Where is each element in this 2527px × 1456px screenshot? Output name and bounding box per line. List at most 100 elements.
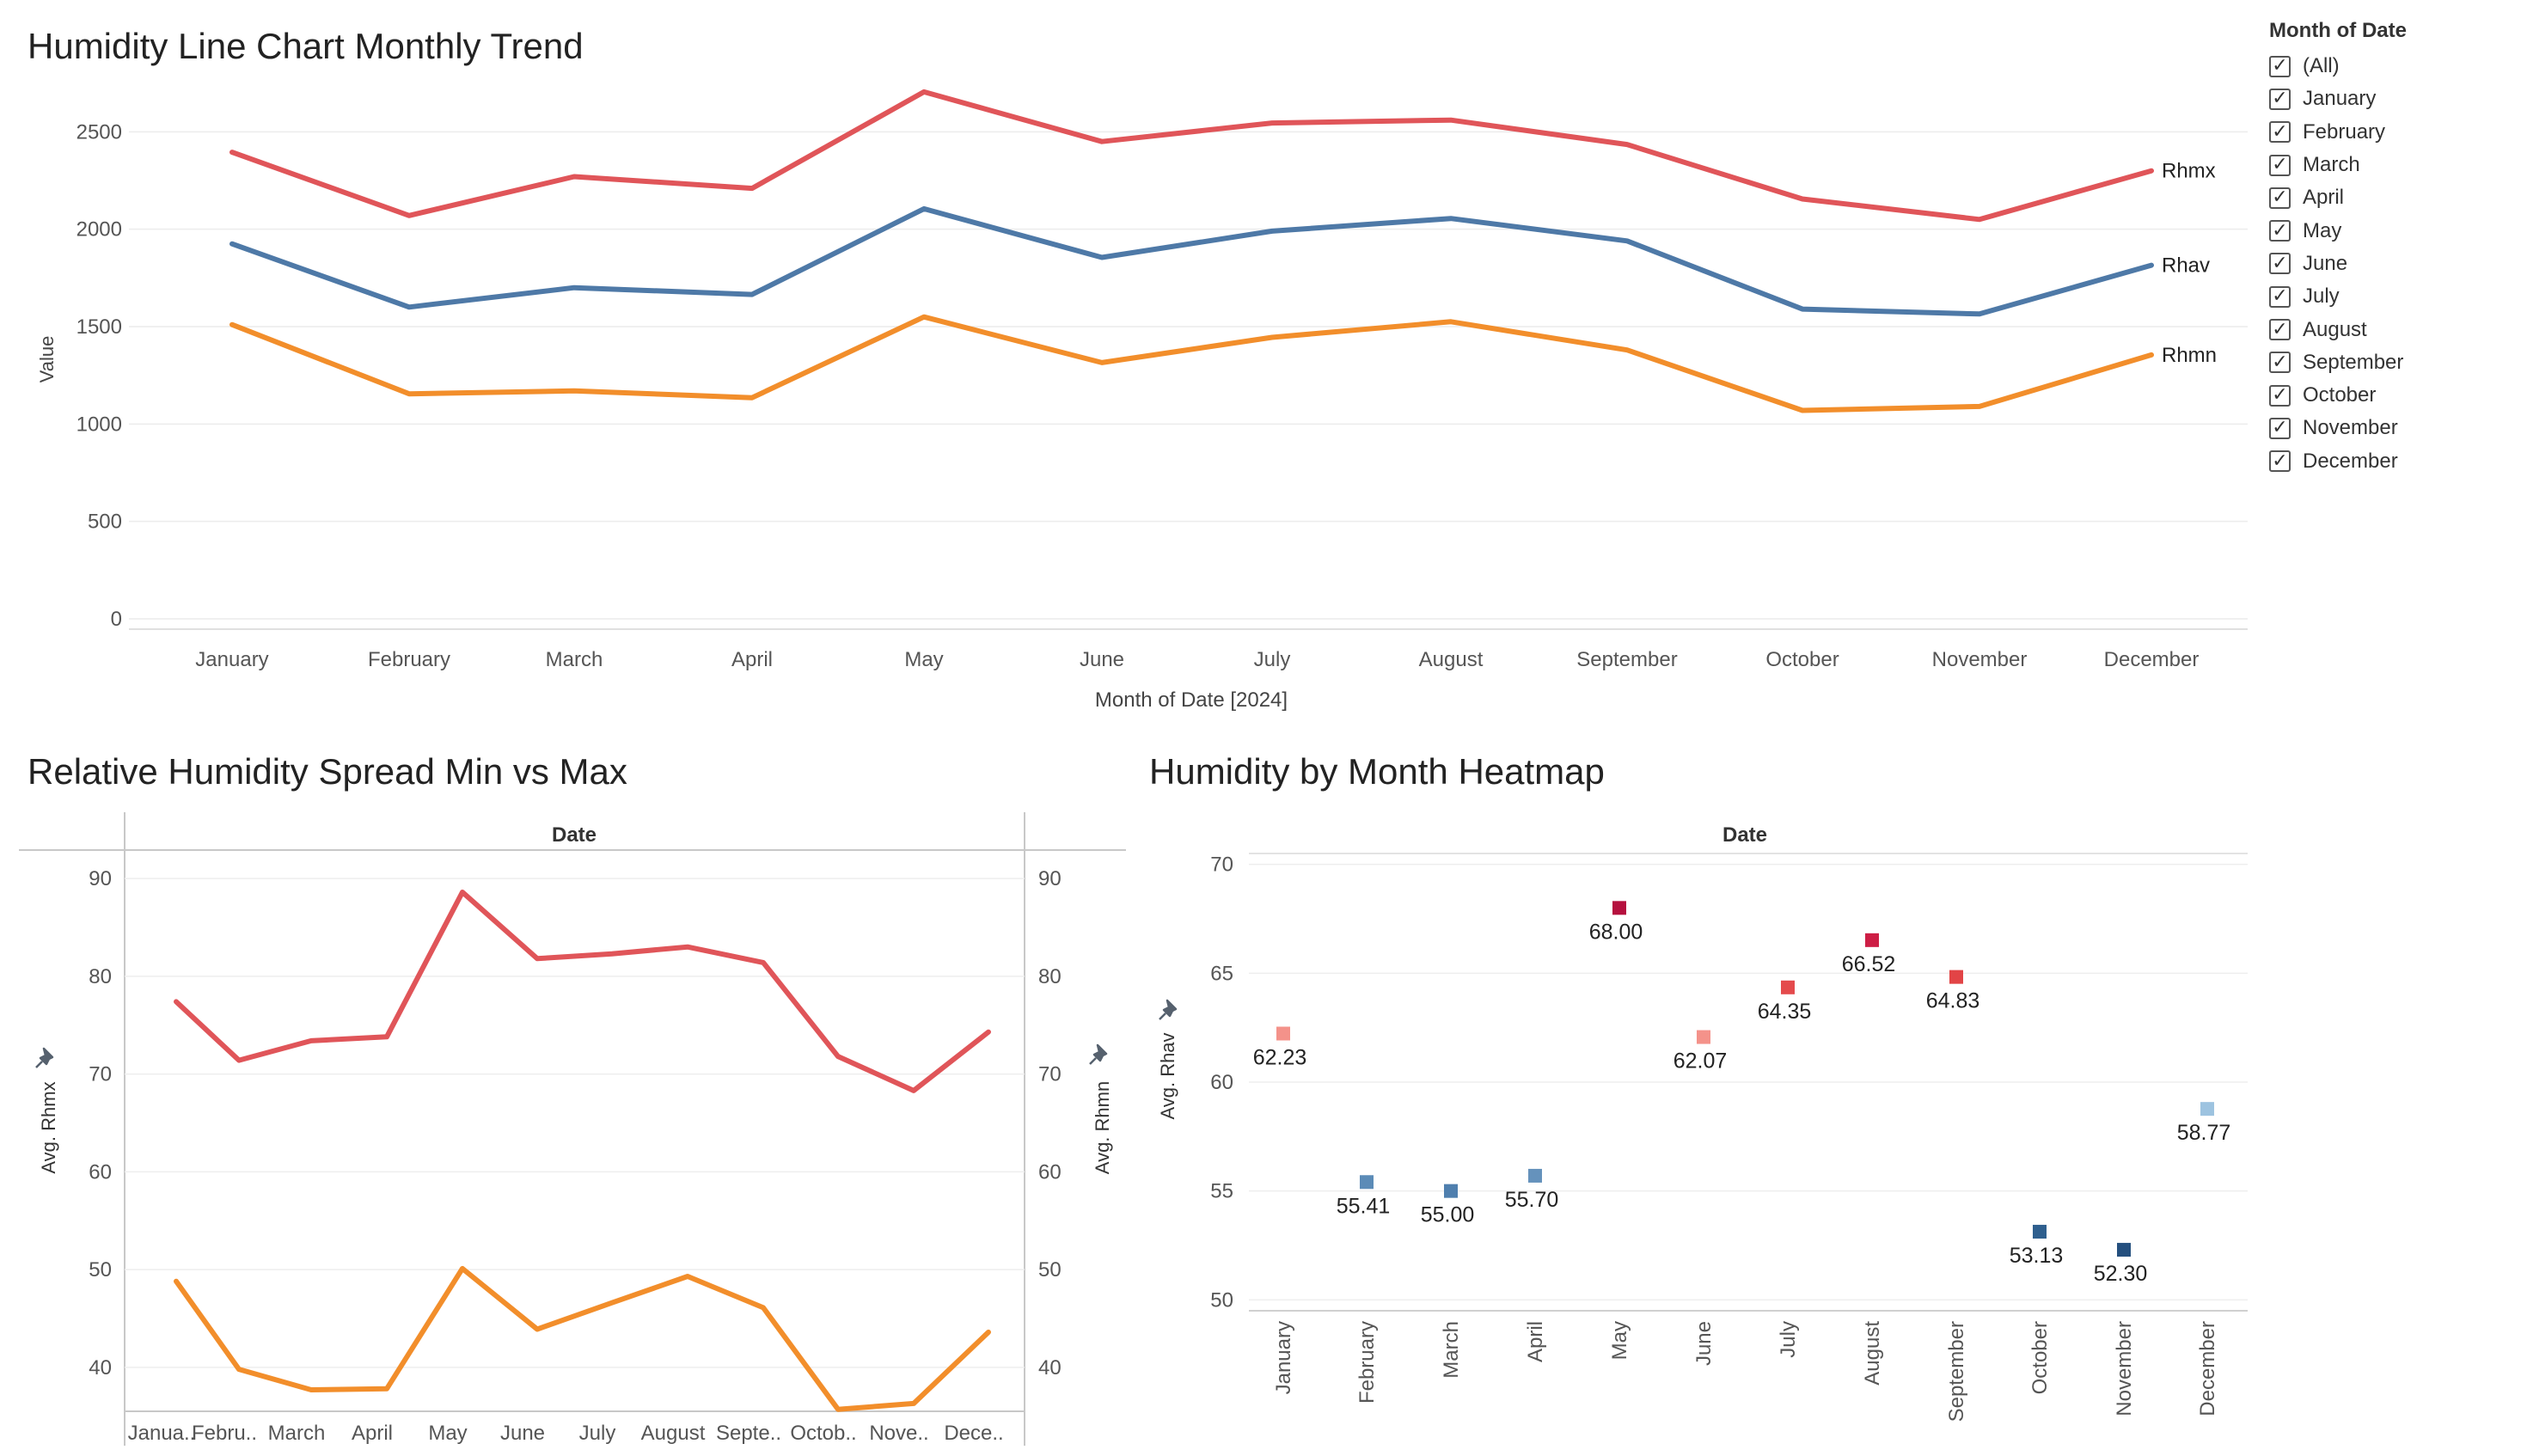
checkmark-icon: ✓: [2272, 285, 2288, 308]
x-tick-label: June: [1080, 648, 1124, 671]
x-tick-label: Febru..: [192, 1422, 257, 1445]
data-point: [1276, 1026, 1290, 1041]
checkbox[interactable]: ✓: [2269, 384, 2291, 407]
x-tick-label: April: [1524, 1321, 1547, 1362]
y-axis-label: Value: [36, 336, 58, 383]
filter-item[interactable]: ✓ October: [2269, 379, 2510, 412]
x-tick-label: February: [368, 648, 450, 671]
month-filter: Month of Date ✓ (All) ✓ January ✓ February ✓ Ma…: [2269, 19, 2510, 478]
checkbox[interactable]: ✓: [2269, 319, 2291, 341]
data-point: [1949, 970, 1963, 984]
checkbox[interactable]: ✓: [2269, 220, 2291, 242]
filter-item[interactable]: ✓ November: [2269, 412, 2510, 444]
pin-icon[interactable]: [35, 1047, 54, 1068]
data-label: 62.23: [1253, 1046, 1307, 1070]
filter-item[interactable]: ✓ (All): [2269, 50, 2510, 83]
checkbox[interactable]: ✓: [2269, 154, 2291, 176]
x-tick-label: Janua..: [128, 1422, 196, 1445]
grid: [129, 131, 2248, 620]
checkmark-icon: ✓: [2272, 384, 2288, 407]
data-label: 55.41: [1337, 1194, 1391, 1218]
pin-icon[interactable]: [1089, 1043, 1108, 1065]
series-line-rhmn: [174, 1265, 991, 1412]
data-label: 58.77: [2177, 1121, 2231, 1145]
x-tick-label: Nove..: [869, 1422, 928, 1445]
filter-item-label: June: [2303, 251, 2348, 275]
y-tick-left: 80: [89, 965, 112, 988]
data-labels: 62.23 55.41 55.00 55.70 68.00 62.07 64.35 66.52…: [1253, 920, 2231, 1286]
y-tick-left: 70: [89, 1063, 112, 1086]
filter-item[interactable]: ✓ May: [2269, 214, 2510, 247]
data-point: [1360, 1175, 1374, 1190]
checkbox[interactable]: ✓: [2269, 285, 2291, 308]
filter-item-label: October: [2303, 383, 2377, 407]
filter-item[interactable]: ✓ April: [2269, 181, 2510, 214]
data-point: [1781, 980, 1795, 994]
data-label: 53.13: [2010, 1244, 2064, 1268]
x-tick-label: June: [1692, 1321, 1716, 1366]
data-label: 52.30: [2094, 1262, 2148, 1286]
grid: [125, 878, 1025, 1368]
checkmark-icon: ✓: [2272, 187, 2288, 209]
y-ticks: 0 500 1000 1500 2000 2500: [76, 120, 122, 631]
checkbox[interactable]: ✓: [2269, 450, 2291, 473]
data-point: [1865, 933, 1879, 947]
x-tick-label: March: [546, 648, 603, 671]
column-header: Date: [1722, 823, 1767, 847]
checkbox[interactable]: ✓: [2269, 187, 2291, 209]
checkmark-icon: ✓: [2272, 252, 2288, 274]
filter-item-label: February: [2303, 119, 2386, 144]
filter-item[interactable]: ✓ September: [2269, 346, 2510, 379]
filter-item-label: (All): [2303, 54, 2340, 78]
filter-item[interactable]: ✓ December: [2269, 445, 2510, 478]
data-point: [1444, 1184, 1458, 1198]
x-tick-label: October: [2028, 1321, 2052, 1394]
data-point: [1612, 901, 1626, 915]
x-ticks: Janua..Febru.. March April May June July Augus…: [128, 1422, 1004, 1445]
x-tick-label: January: [195, 648, 268, 671]
checkmark-icon: ✓: [2272, 351, 2288, 373]
y-ticks: 40 40 50 50 60 60 70 70 80 80 90 90: [89, 867, 1061, 1380]
data-label: 55.00: [1421, 1203, 1475, 1227]
y-tick-label: 2500: [76, 120, 122, 144]
series-line-rhmx: [229, 89, 2154, 223]
filter-item[interactable]: ✓ January: [2269, 83, 2510, 115]
checkmark-icon: ✓: [2272, 219, 2288, 242]
y-tick-right: 80: [1038, 965, 1062, 988]
x-tick-label: July: [579, 1422, 616, 1445]
checkbox[interactable]: ✓: [2269, 417, 2291, 439]
y-tick-right: 40: [1038, 1356, 1062, 1380]
x-tick-label: August: [1419, 648, 1484, 671]
x-tick-label: Octob..: [790, 1422, 856, 1445]
checkbox[interactable]: ✓: [2269, 351, 2291, 374]
y-tick-label: 1500: [76, 315, 122, 339]
data-label: 68.00: [1589, 920, 1643, 944]
pin-icon[interactable]: [1159, 999, 1178, 1020]
filter-item[interactable]: ✓ June: [2269, 248, 2510, 280]
checkbox[interactable]: ✓: [2269, 252, 2291, 275]
filter-item[interactable]: ✓ March: [2269, 149, 2510, 181]
series-lines: [174, 890, 991, 1412]
series-line-rhav: [229, 205, 2154, 317]
checkbox[interactable]: ✓: [2269, 88, 2291, 110]
checkbox[interactable]: ✓: [2269, 55, 2291, 77]
y-tick-label: 2000: [76, 218, 122, 242]
y-tick-label: 55: [1210, 1180, 1233, 1203]
x-tick-label: May: [428, 1422, 467, 1445]
data-label: 64.83: [1926, 989, 1980, 1013]
data-point: [1528, 1168, 1542, 1183]
filter-item[interactable]: ✓ August: [2269, 313, 2510, 346]
x-tick-label: July: [1254, 648, 1291, 671]
checkmark-icon: ✓: [2272, 88, 2288, 110]
y-tick-right: 60: [1038, 1160, 1062, 1184]
data-point: [2200, 1102, 2214, 1116]
y-tick-label: 0: [111, 608, 122, 631]
y-axis-label: Avg. Rhav: [1157, 1032, 1178, 1119]
filter-item[interactable]: ✓ July: [2269, 280, 2510, 313]
checkmark-icon: ✓: [2272, 120, 2288, 143]
y-tick-left: 40: [89, 1356, 112, 1380]
checkbox[interactable]: ✓: [2269, 120, 2291, 144]
x-tick-label: January: [1272, 1321, 1295, 1394]
filter-item[interactable]: ✓ February: [2269, 116, 2510, 149]
